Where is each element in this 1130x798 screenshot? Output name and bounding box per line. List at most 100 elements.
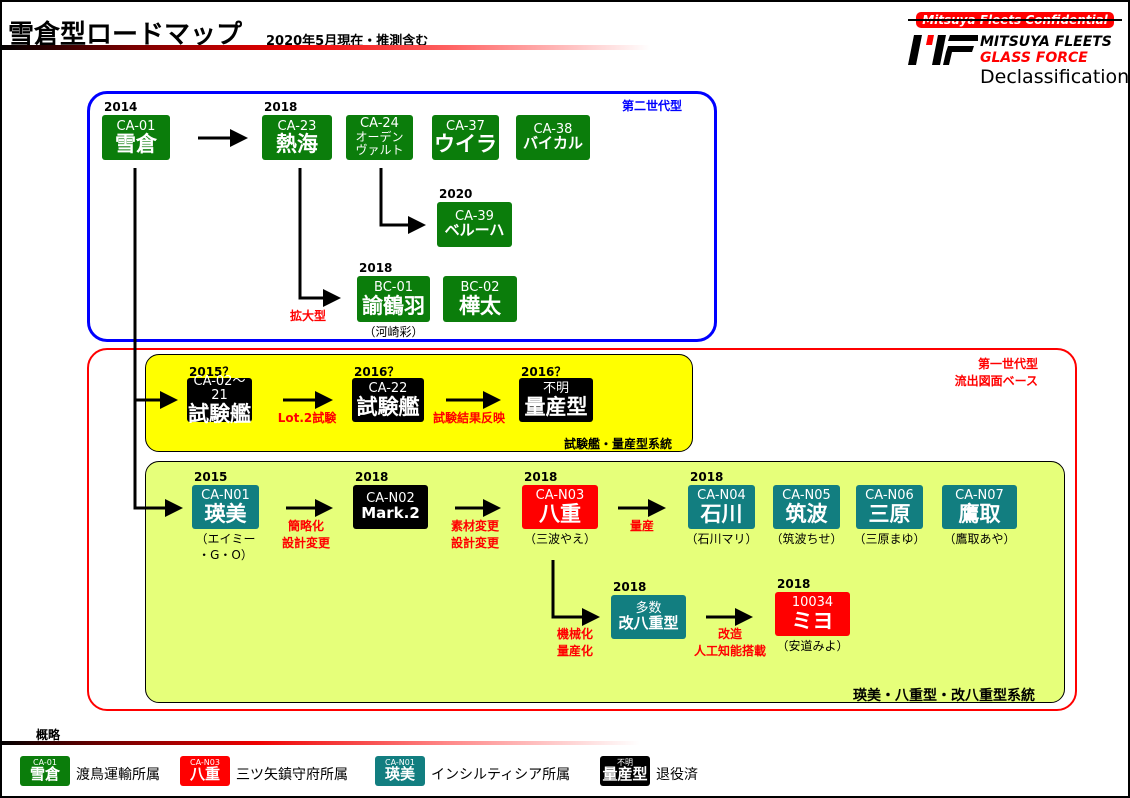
legend-swatch-teal: CA-N01 瑛美	[375, 756, 425, 786]
annotation-a8: 改造 人工知能搭載	[693, 627, 766, 658]
node-code: CA-N06	[865, 488, 914, 504]
node-code: CA-22	[368, 381, 408, 397]
node-bc02[interactable]: BC-02 樺太	[443, 276, 517, 322]
node-n02[interactable]: CA-N02 Mark.2	[353, 485, 428, 529]
legend-name: 雪倉	[29, 765, 60, 783]
strikethrough-line	[908, 19, 1122, 21]
node-code: BC-02	[460, 280, 500, 296]
annotation-a3: 試験結果反映	[432, 411, 505, 425]
logo-line2: GLASS FORCE	[980, 50, 1088, 66]
node-n07[interactable]: CA-N07 鷹取	[942, 485, 1017, 529]
node-name: ベルーハ	[444, 221, 505, 240]
node-name: 試験艦	[356, 394, 420, 419]
legend-name: 量産型	[602, 765, 648, 783]
node-code: CA-01	[116, 118, 156, 134]
node-bc01[interactable]: BC-01 諭鶴羽	[357, 276, 430, 322]
node-pilot: （河崎彩）	[363, 325, 424, 339]
node-code: 10034	[791, 595, 834, 611]
node-ca38[interactable]: CA-38 バイカル	[516, 115, 590, 160]
node-ca39[interactable]: CA-39 ベルーハ	[437, 202, 512, 247]
node-year: 2018	[264, 100, 298, 114]
node-name: 諭鶴羽	[362, 293, 425, 318]
node-n06[interactable]: CA-N06 三原	[856, 485, 923, 529]
node-ca23[interactable]: CA-23 熱海	[262, 115, 332, 160]
node-name: ウイラ	[434, 132, 497, 157]
group-gen1-label-1: 第一世代型	[977, 357, 1038, 371]
node-year: 2020	[439, 187, 473, 201]
legend-code: CA-N01	[385, 758, 415, 767]
node-pilot: （石川マリ）	[685, 532, 758, 546]
node-name: ミヨ	[791, 608, 834, 633]
annotation-a6: 量産	[629, 519, 654, 533]
node-ca24[interactable]: CA-24 オーデン ヴァルト	[346, 115, 413, 160]
group-gen1-label-2: 流出図面ベース	[954, 374, 1038, 388]
group-trial-label: 試験艦・量産型系統	[563, 437, 672, 451]
arrow-connector	[133, 168, 183, 517]
node-name: 三原	[868, 501, 911, 526]
node-ca22[interactable]: CA-22 試験艦	[352, 378, 424, 422]
node-code: CA-02～21	[193, 374, 246, 403]
node-code: 多数	[635, 601, 662, 617]
node-code: 不明	[542, 381, 569, 397]
node-name: 瑛美	[204, 501, 247, 526]
node-name: バイカル	[522, 134, 583, 153]
node-name: 熱海	[276, 132, 318, 157]
node-code: CA-N07	[955, 488, 1004, 504]
logo-line3: Declassification	[980, 66, 1130, 88]
node-year: 2016？	[354, 365, 400, 379]
node-ca01[interactable]: CA-01 雪倉	[102, 115, 170, 160]
legend-swatch-green: CA-01 雪倉	[20, 756, 70, 786]
node-n01[interactable]: CA-N01 瑛美	[192, 485, 259, 529]
node-unk[interactable]: 不明 量産型	[519, 378, 593, 422]
node-pilot: （エイミー ・G・O）	[195, 532, 256, 563]
node-name: Mark.2	[361, 503, 420, 522]
node-name: 八重	[539, 501, 581, 526]
node-name: 筑波	[785, 501, 828, 526]
node-pilot: （筑波ちせ）	[770, 532, 843, 546]
node-code: CA-N05	[782, 488, 831, 504]
legend-code: CA-01	[33, 758, 57, 767]
node-name: 量産型	[524, 394, 588, 419]
node-ca02[interactable]: CA-02～21 試験艦	[187, 374, 252, 426]
node-code: CA-37	[446, 118, 485, 134]
node-year: 2018	[355, 470, 389, 484]
node-n05[interactable]: CA-N05 筑波	[773, 485, 840, 529]
annotation-a5: 素材変更 設計変更	[450, 519, 499, 550]
legend-code: CA-N03	[190, 758, 220, 767]
arrow-connector	[551, 560, 600, 626]
node-year: 2016？	[521, 365, 567, 379]
legend-label: 渡鳥運輸所属	[76, 767, 160, 783]
group-gen2-label: 第二世代型	[622, 99, 683, 113]
node-year: 2015	[194, 470, 228, 484]
legend-swatch-black: 不明 量産型	[600, 756, 650, 786]
node-year: 2018	[359, 261, 393, 275]
node-year: 2015？	[189, 365, 235, 379]
group-gen2	[87, 91, 717, 342]
legend-code: 不明	[617, 758, 633, 767]
node-year: 2018	[690, 470, 724, 484]
node-pilot: （三原まゆ）	[853, 532, 926, 546]
node-pilot: （安道みよ）	[776, 639, 849, 653]
logo-line1: MITSUYA FLEETS	[980, 34, 1112, 50]
node-name: 試験艦	[188, 401, 251, 426]
node-n04[interactable]: CA-N04 石川	[688, 485, 755, 529]
node-name: 雪倉	[115, 132, 157, 157]
legend-swatch-red: CA-N03 八重	[180, 756, 230, 786]
node-code: CA-N01	[201, 488, 250, 504]
legend-label: 退役済	[656, 767, 698, 783]
node-code: CA-24	[360, 116, 399, 132]
node-n03[interactable]: CA-N03 八重	[522, 485, 598, 529]
node-ca37[interactable]: CA-37 ウイラ	[432, 115, 499, 160]
group-series-label: 瑛美・八重型・改八重型系統	[853, 688, 1035, 704]
node-year: 2018	[777, 577, 811, 591]
node-year: 2018	[613, 580, 647, 594]
node-year: 2018	[524, 470, 558, 484]
node-kai[interactable]: 多数 改八重型	[611, 595, 686, 639]
annotation-a2: Lot.2試験	[277, 411, 337, 425]
legend-title: 概略	[36, 728, 61, 742]
node-code: BC-01	[374, 280, 413, 296]
node-miyo[interactable]: 10034 ミヨ	[775, 592, 850, 636]
legend-underline	[0, 741, 640, 745]
node-code: CA-N04	[697, 488, 746, 504]
